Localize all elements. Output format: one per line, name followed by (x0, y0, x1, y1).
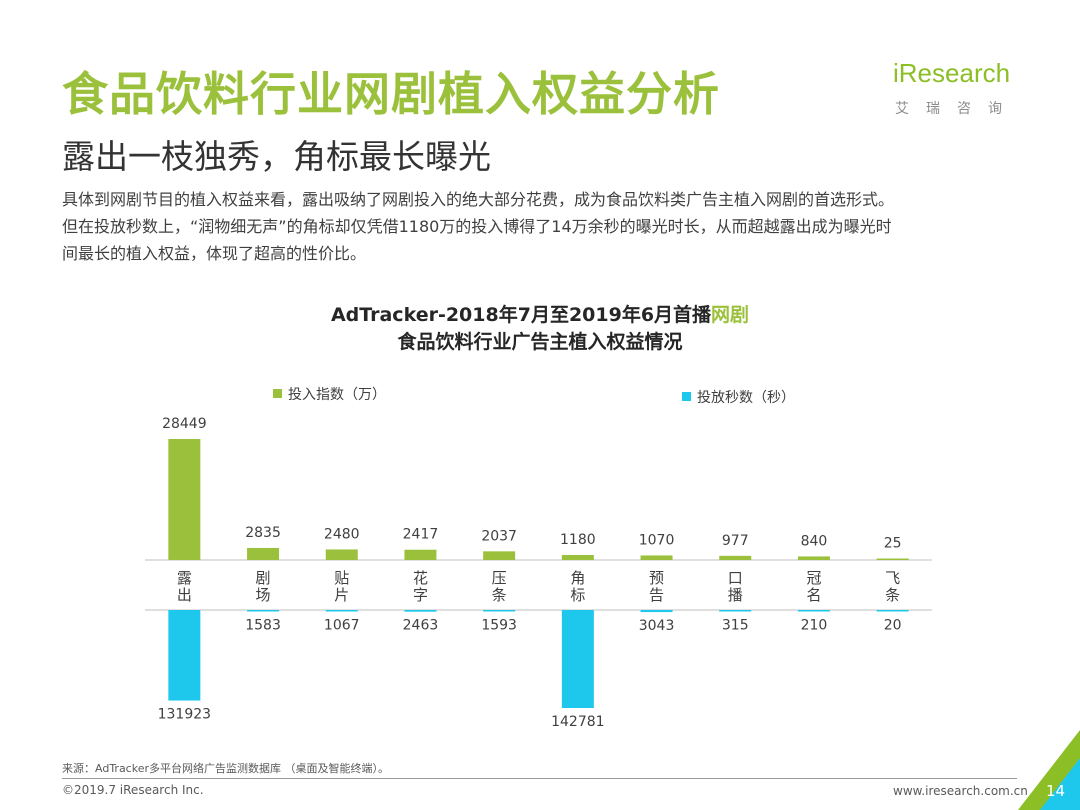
logo-brand: iResearch (893, 58, 1010, 89)
source-note: 来源：AdTracker多平台网络广告监测数据库 （桌面及智能终端）。 (62, 762, 389, 775)
legend-investment-label: 投入指数（万） (288, 387, 386, 403)
label-investment: 1180 (560, 532, 596, 548)
category-label: 花字 (413, 569, 428, 604)
category-label: 压条 (492, 569, 507, 604)
label-seconds: 1593 (481, 618, 517, 634)
bar-investment (797, 556, 830, 560)
chart-title-highlight: 网剧 (711, 304, 750, 326)
label-seconds: 2463 (403, 618, 439, 634)
page-number: 14 (1046, 782, 1066, 800)
bar-investment (876, 558, 909, 560)
category-label: 口播 (728, 569, 743, 604)
copyright: ©2019.7 iResearch Inc. (62, 783, 204, 797)
label-seconds: 131923 (158, 707, 211, 723)
footer-divider (62, 778, 1017, 779)
label-investment: 25 (884, 536, 902, 552)
label-investment: 840 (801, 533, 828, 549)
bar-seconds (247, 610, 280, 612)
body-line-2: 但在投放秒数上，“润物细无声”的角标却仅凭借1180万的投入博得了14万余秒的曝… (62, 217, 892, 236)
label-seconds: 3043 (639, 618, 675, 634)
bar-seconds (168, 610, 201, 701)
bar-investment (483, 551, 516, 560)
bar-seconds (325, 610, 358, 612)
bar-seconds (876, 610, 909, 612)
chart-title-line-2: 食品饮料行业广告主植入权益情况 (397, 331, 683, 353)
iresearch-logo: iResearch 艾瑞咨询 (893, 58, 1033, 128)
page-title: 食品饮料行业网剧植入权益分析 (62, 67, 720, 121)
label-investment: 2417 (403, 527, 439, 543)
label-investment: 977 (722, 533, 749, 549)
label-investment: 1070 (639, 532, 675, 548)
label-seconds: 20 (884, 618, 902, 634)
body-line-1: 具体到网剧节目的植入权益来看，露出吸纳了网剧投入的绝大部分花费，成为食品饮料类广… (62, 190, 895, 209)
chart-title-line-1: AdTracker-2018年7月至2019年6月首播网剧 (0, 300, 1080, 327)
bar-investment (325, 549, 358, 560)
bar-seconds (719, 610, 752, 612)
label-seconds: 1583 (245, 618, 281, 634)
bar-investment (404, 549, 437, 560)
bar-seconds (404, 610, 437, 612)
page-subtitle: 露出一枝独秀，角标最长曝光 (62, 137, 491, 176)
corner-blue-triangle (1040, 758, 1080, 810)
label-investment: 2037 (481, 528, 517, 544)
category-label: 露出 (177, 569, 192, 604)
bar-seconds (483, 610, 516, 612)
body-paragraph: 具体到网剧节目的植入权益来看，露出吸纳了网剧投入的绝大部分花费，成为食品饮料类广… (62, 186, 1042, 267)
logo-brand-i: i (893, 58, 899, 88)
legend-investment: 投入指数（万） (273, 384, 386, 404)
label-seconds: 142781 (551, 714, 604, 730)
category-label: 角标 (570, 569, 585, 604)
bar-seconds (561, 610, 594, 708)
category-label: 冠名 (806, 569, 821, 604)
category-label: 预告 (649, 569, 664, 604)
label-seconds: 315 (722, 618, 749, 634)
bar-investment (561, 554, 594, 560)
logo-brand-rest: Research (898, 58, 1011, 88)
category-label: 贴片 (334, 569, 349, 604)
label-seconds: 210 (801, 618, 828, 634)
bar-seconds (797, 610, 830, 612)
legend-swatch-green (273, 389, 282, 398)
chart-title-prefix: AdTracker-2018年7月至2019年6月首播 (330, 304, 712, 326)
logo-chinese: 艾瑞咨询 (895, 101, 1019, 117)
body-line-3: 间最长的植入权益，体现了超高的性价比。 (62, 244, 367, 263)
bar-investment (247, 547, 280, 560)
label-investment: 2835 (245, 525, 281, 541)
website-link[interactable]: www.iresearch.com.cn (893, 784, 1028, 798)
bar-investment (640, 555, 673, 560)
label-seconds: 1067 (324, 618, 360, 634)
corner-decoration (1018, 730, 1080, 810)
bar-seconds (640, 610, 673, 613)
category-label: 飞条 (885, 569, 900, 604)
category-label: 剧场 (256, 569, 271, 604)
legend-seconds-label: 投放秒数（秒） (697, 390, 795, 406)
bar-investment (719, 555, 752, 560)
legend-seconds: 投放秒数（秒） (682, 387, 795, 407)
legend-swatch-blue (682, 392, 691, 401)
label-investment: 2480 (324, 526, 360, 542)
bar-investment (168, 439, 201, 560)
label-investment: 28449 (162, 416, 207, 432)
